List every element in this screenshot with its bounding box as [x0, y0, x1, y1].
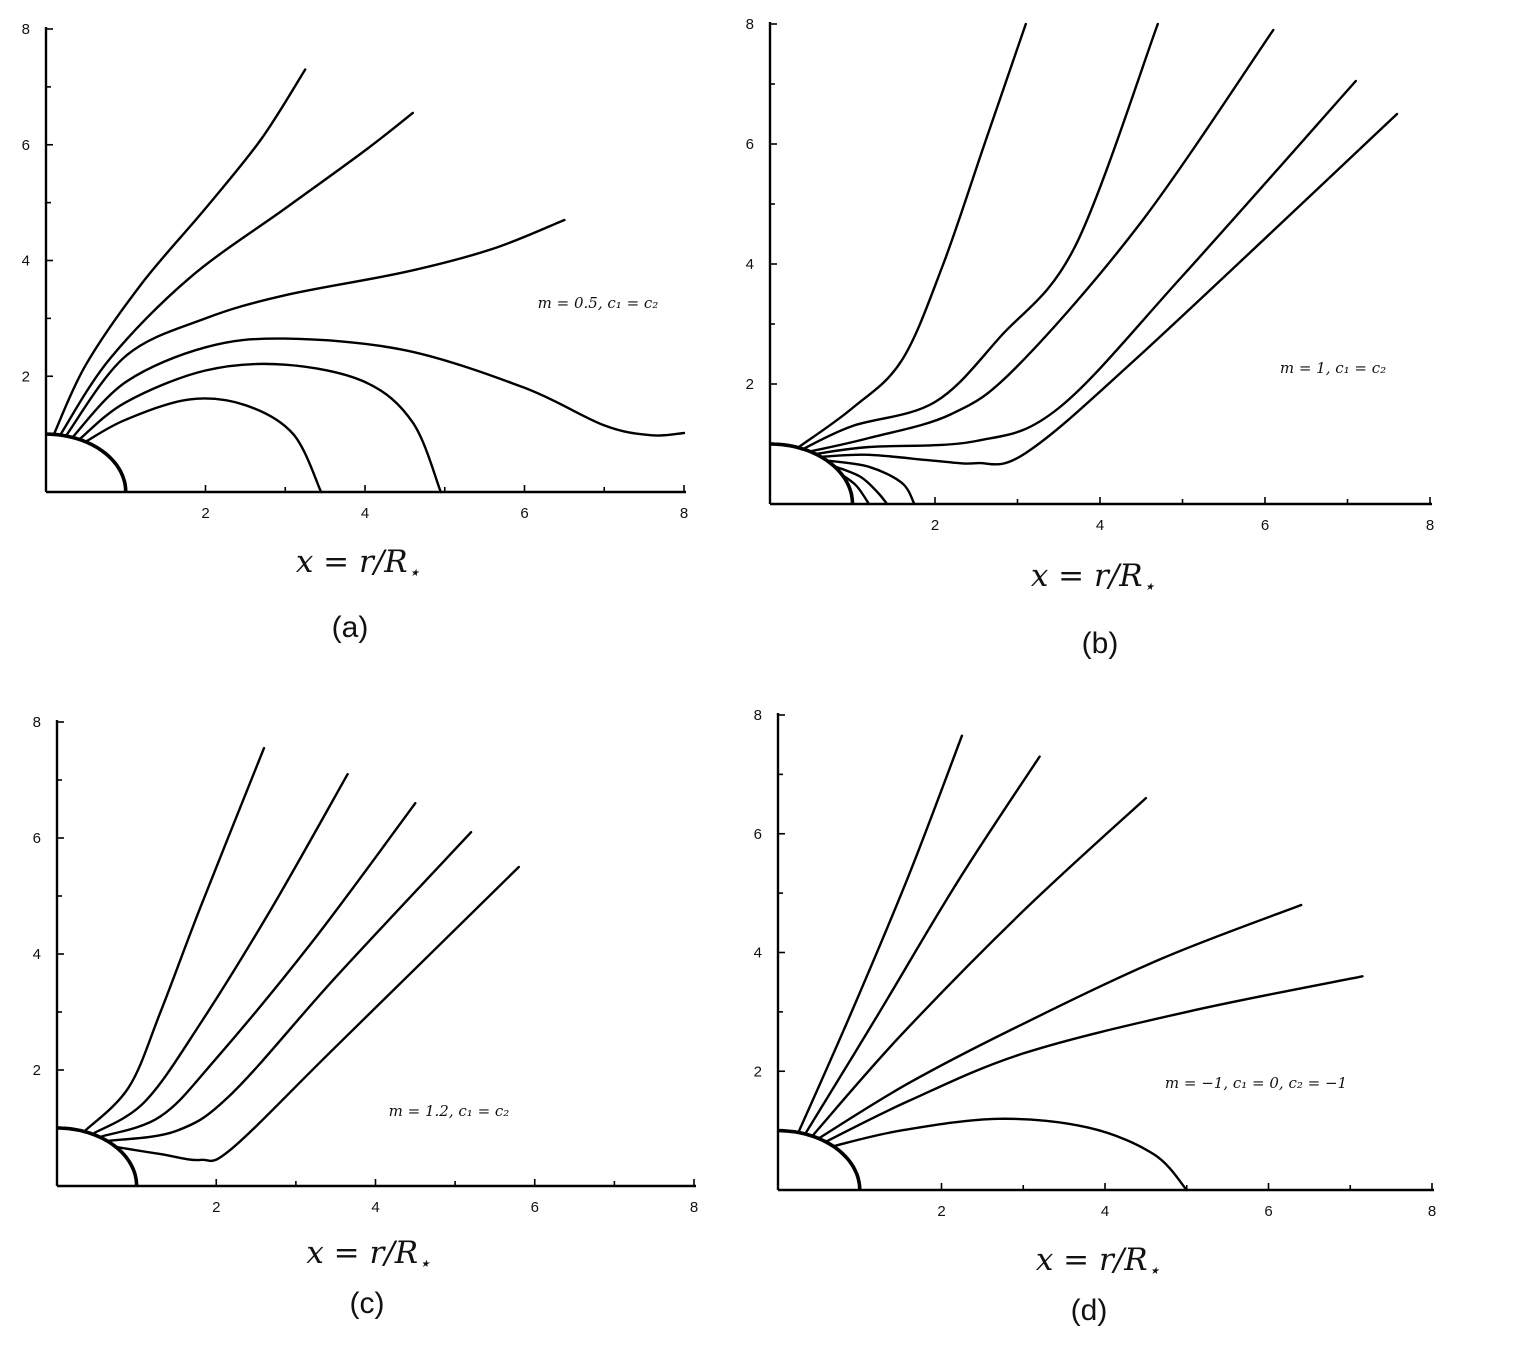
x-axis-label-main: x = r/R: [306, 1235, 418, 1271]
panel-b: 2 4 6 8 2 4 6 8 m = 1, c₁ = c₂ x = r/R⋆ (b): [746, 16, 1435, 660]
y-tick-label: 6: [22, 137, 30, 154]
field-line-c-3: [99, 802, 417, 1138]
field-line-a-6: [84, 397, 323, 494]
field-line-b-6: [828, 459, 916, 506]
x-axis-label-main: x = r/R: [1036, 1242, 1148, 1278]
field-line-d-4: [817, 903, 1303, 1140]
x-tick-label: 2: [212, 1199, 220, 1216]
field-line-b-5: [822, 112, 1399, 466]
y-tick-label: 8: [22, 21, 30, 38]
y-tick-label: 4: [754, 945, 762, 962]
x-axis-label-subscript: ⋆: [408, 560, 421, 584]
star-surface: [777, 1128, 862, 1191]
y-tick-label: 4: [746, 256, 754, 273]
parameter-annotation: m = 1, c₁ = c₂: [1280, 359, 1386, 377]
field-line-c-4: [107, 831, 473, 1142]
field-line-d-1: [797, 734, 964, 1134]
x-tick-label: 4: [371, 1199, 379, 1216]
x-tick-label: 2: [931, 517, 939, 534]
y-tick-label: 4: [22, 253, 30, 270]
y-tick-label: 8: [754, 707, 762, 724]
field-line-a-4: [71, 337, 686, 439]
x-tick-label: 8: [690, 1199, 698, 1216]
field-line-c-2: [91, 773, 349, 1135]
field-line-b-2: [803, 22, 1159, 450]
y-tick-label: 4: [33, 946, 41, 963]
y-tick-label: 6: [754, 826, 762, 843]
x-tick-label: 6: [1264, 1203, 1272, 1220]
x-tick-label: 4: [1096, 517, 1104, 534]
parameter-annotation: m = 0.5, c₁ = c₂: [538, 294, 659, 312]
x-tick-label: 6: [1261, 517, 1269, 534]
field-line-d-5: [824, 975, 1364, 1144]
x-axis-label: x = r/R⋆: [1036, 1242, 1160, 1282]
panel-c: 2 4 6 8 2 4 6 8 m = 1.2, c₁ = c₂ x = r/R⋆ (c): [33, 714, 699, 1320]
field-line-b-8: [841, 474, 871, 506]
x-tick-label: 8: [1426, 517, 1434, 534]
field-line-d-2: [803, 755, 1041, 1136]
panel-label: (c): [350, 1287, 385, 1320]
x-axis-label: x = r/R⋆: [296, 544, 420, 584]
field-line-c-1: [83, 746, 266, 1133]
y-tick-label: 8: [746, 16, 754, 33]
field-line-c-5: [115, 865, 520, 1163]
x-tick-label: 8: [1428, 1203, 1436, 1220]
x-axis-label-subscript: ⋆: [1143, 574, 1156, 598]
x-tick-label: 2: [201, 505, 209, 522]
panel-label: (a): [332, 611, 369, 644]
field-line-d-3: [811, 796, 1148, 1138]
x-tick-label: 4: [1101, 1203, 1109, 1220]
y-tick-label: 8: [33, 714, 41, 731]
field-line-b-1: [797, 22, 1027, 449]
y-tick-label: 2: [33, 1062, 41, 1079]
y-tick-label: 2: [746, 376, 754, 393]
field-line-a-1: [52, 68, 307, 436]
star-surface: [56, 1126, 139, 1187]
panel-label: (d): [1071, 1294, 1108, 1327]
y-tick-label: 6: [33, 830, 41, 847]
field-line-a-5: [78, 362, 442, 494]
y-tick-label: 2: [22, 368, 30, 385]
field-line-a-3: [64, 218, 566, 438]
field-line-a-2: [59, 111, 414, 436]
x-tick-label: 2: [937, 1203, 945, 1220]
x-axis-label-subscript: ⋆: [1148, 1258, 1161, 1282]
star-surface: [769, 442, 855, 505]
panel-label: (b): [1082, 627, 1119, 660]
y-tick-label: 2: [754, 1063, 762, 1080]
x-axis-label: x = r/R⋆: [306, 1235, 430, 1275]
field-line-b-3: [810, 28, 1275, 453]
x-axis-label-subscript: ⋆: [418, 1251, 431, 1275]
panel-a: 2 4 6 8 2 4 6 8 m = 0.5, c₁ = c₂ x = r/R⋆ (a): [22, 21, 689, 644]
field-line-b-4: [816, 79, 1357, 455]
x-axis-label: x = r/R⋆: [1031, 558, 1155, 598]
y-tick-label: 6: [746, 136, 754, 153]
panel-d: 2 4 6 8 2 4 6 8 m = −1, c₁ = 0, c₂ = −1 x = r/R⋆ (…: [754, 707, 1437, 1327]
x-axis-label-main: x = r/R: [1031, 558, 1143, 594]
x-tick-label: 6: [531, 1199, 539, 1216]
parameter-annotation: m = 1.2, c₁ = c₂: [389, 1102, 510, 1120]
x-tick-label: 6: [520, 505, 528, 522]
x-tick-label: 8: [680, 505, 688, 522]
x-tick-label: 4: [361, 505, 369, 522]
x-axis-label-main: x = r/R: [296, 544, 408, 580]
field-line-b-7: [834, 465, 889, 506]
parameter-annotation: m = −1, c₁ = 0, c₂ = −1: [1165, 1074, 1347, 1092]
field-line-d-6: [832, 1117, 1188, 1192]
